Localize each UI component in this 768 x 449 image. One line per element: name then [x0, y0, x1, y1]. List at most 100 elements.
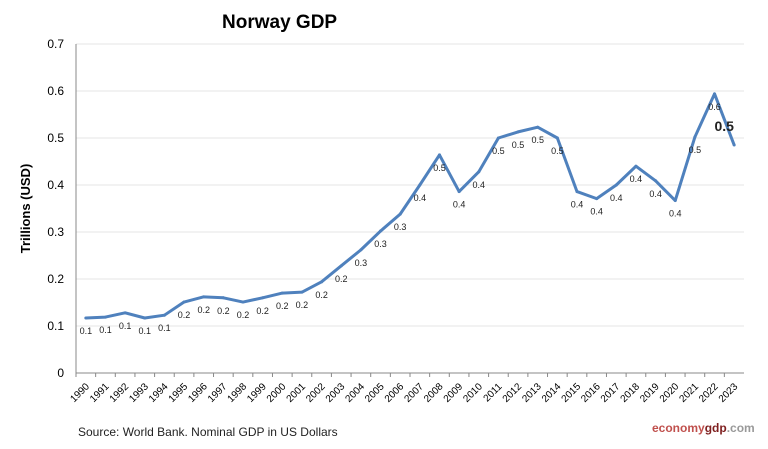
data-point	[221, 296, 225, 300]
data-point	[555, 136, 559, 140]
x-tick-label: 2007	[402, 381, 426, 405]
data-point	[732, 143, 736, 147]
data-label: 0.2	[335, 274, 348, 284]
x-tick-label: 2011	[482, 381, 505, 404]
x-tick-label: 2006	[383, 381, 407, 405]
data-label: 0.2	[217, 306, 230, 316]
data-label: 0.4	[473, 180, 486, 190]
data-point	[202, 295, 206, 299]
data-label: 0.1	[158, 323, 171, 333]
data-label: 0.4	[630, 174, 643, 184]
x-tick-label: 2008	[422, 381, 446, 405]
data-point	[379, 229, 383, 233]
x-tick-label: 1999	[245, 381, 269, 405]
data-label: 0.3	[374, 239, 387, 249]
x-tick-label: 1994	[147, 381, 171, 405]
data-label: 0.5	[689, 145, 702, 155]
brand-part: economy	[652, 421, 705, 435]
brand-part: .com	[726, 421, 755, 435]
data-label: 0.5	[512, 140, 525, 150]
data-label: 0.5	[433, 163, 446, 173]
x-tick-label: 1991	[88, 381, 112, 405]
data-label: 0.5	[492, 146, 505, 156]
data-point	[673, 199, 677, 203]
data-point	[477, 170, 481, 174]
data-label: 0.2	[256, 306, 269, 316]
data-point	[614, 183, 618, 187]
data-point	[575, 190, 579, 194]
data-point	[398, 212, 402, 216]
chart-title: Norway GDP	[222, 12, 338, 33]
x-tick-label: 2013	[520, 381, 544, 405]
x-tick-label: 2001	[285, 381, 309, 405]
x-tick-label: 2023	[717, 381, 741, 405]
data-label: 0.4	[453, 200, 466, 210]
data-label: 0.2	[296, 300, 309, 310]
data-label: 0.4	[649, 189, 662, 199]
data-label: 0.6	[708, 102, 721, 112]
x-tick-label: 1990	[68, 381, 92, 405]
data-point	[162, 313, 166, 317]
x-tick-label: 2000	[265, 381, 289, 405]
x-tick-label: 1992	[108, 381, 132, 405]
data-point	[457, 190, 461, 194]
data-label: 0.1	[99, 325, 112, 335]
data-point	[300, 290, 304, 294]
x-tick-label: 2004	[343, 381, 367, 405]
data-point	[713, 92, 717, 96]
x-tick-label: 2015	[560, 381, 584, 405]
data-label: 0.4	[610, 193, 623, 203]
y-tick-label: 0.1	[47, 319, 64, 333]
data-label: 0.2	[237, 310, 250, 320]
y-tick-label: 0.6	[47, 84, 64, 98]
data-point	[496, 136, 500, 140]
data-point	[634, 164, 638, 168]
data-label: 0.1	[80, 326, 93, 336]
data-point	[320, 280, 324, 284]
series-line	[85, 92, 736, 320]
x-tick-label: 2018	[619, 381, 643, 405]
data-point	[418, 183, 422, 187]
y-tick-label: 0.2	[47, 272, 64, 286]
data-label: 0.4	[571, 200, 584, 210]
data-point	[143, 316, 147, 320]
data-label: 0.3	[355, 258, 368, 268]
data-label: 0.1	[119, 321, 132, 331]
x-tick-label: 2016	[579, 381, 603, 405]
data-label: 0.4	[414, 193, 427, 203]
brand-part: gdp	[704, 421, 727, 435]
x-tick-label: 2005	[363, 381, 387, 405]
data-label: 0.5	[531, 135, 544, 145]
data-point	[123, 311, 127, 315]
data-point	[536, 125, 540, 129]
y-tick-label: 0.3	[47, 225, 64, 239]
data-label: 0.2	[315, 290, 328, 300]
x-tick-label: 2010	[461, 381, 485, 405]
data-label: 0.3	[394, 222, 407, 232]
data-point	[339, 264, 343, 268]
x-tick-label: 2019	[638, 381, 662, 405]
data-point	[595, 197, 599, 201]
x-tick-label: 2017	[599, 381, 623, 405]
y-tick-label: 0	[57, 366, 64, 380]
x-tick-label: 2021	[677, 381, 701, 405]
y-axis-label: Trillions (USD)	[18, 164, 33, 254]
data-point	[84, 316, 88, 320]
data-label: 0.2	[276, 301, 289, 311]
data-point	[693, 135, 697, 139]
data-label: 0.4	[590, 207, 603, 217]
x-tick-label: 2014	[540, 381, 564, 405]
x-tick-label: 1998	[226, 381, 250, 405]
y-tick-label: 0.4	[47, 178, 64, 192]
data-label: 0.1	[139, 326, 152, 336]
data-point	[103, 315, 107, 319]
x-tick-label: 1997	[206, 381, 230, 405]
data-point	[359, 248, 363, 252]
data-label: 0.2	[197, 305, 210, 315]
data-point	[241, 300, 245, 304]
x-tick-label: 2022	[697, 381, 721, 405]
x-tick-label: 1996	[186, 381, 210, 405]
source-note: Source: World Bank. Nominal GDP in US Do…	[78, 425, 338, 439]
x-tick-label: 2009	[442, 381, 466, 405]
